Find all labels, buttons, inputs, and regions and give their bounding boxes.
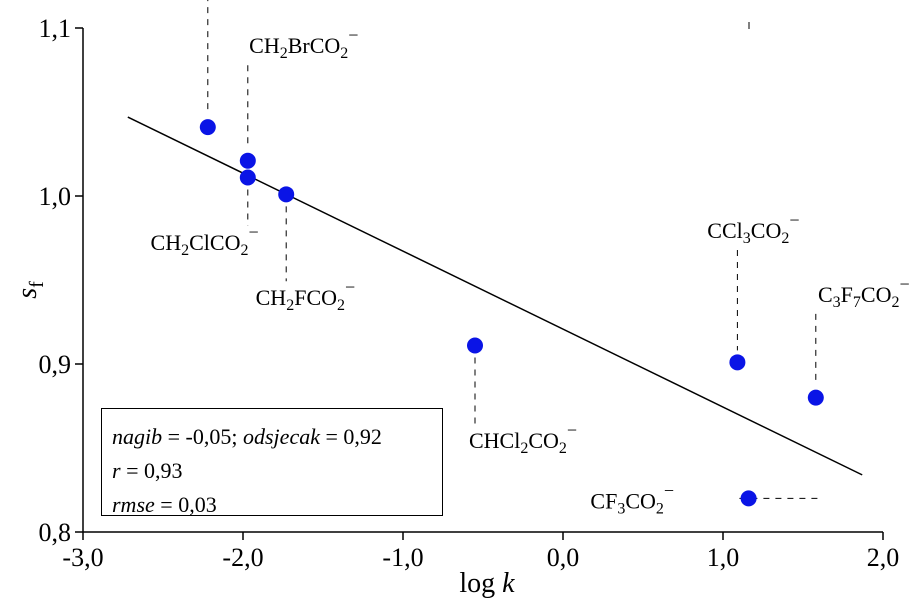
x-tick-label: 2,0 bbox=[867, 543, 900, 572]
regression-stats-box: nagib = -0,05; odsjecak = 0,92 r = 0,93 … bbox=[101, 408, 443, 517]
data-point bbox=[199, 119, 216, 136]
stats-r: r = 0,93 bbox=[112, 458, 183, 483]
data-point bbox=[467, 337, 483, 354]
data-points bbox=[199, 119, 824, 507]
x-tick-label: 1,0 bbox=[707, 543, 740, 572]
point-label: CF3CO2− bbox=[590, 480, 674, 517]
data-point bbox=[740, 490, 757, 507]
x-axis-label: log k bbox=[459, 568, 515, 599]
x-tick-label: -3,0 bbox=[62, 543, 103, 572]
stats-rmse: rmse = 0,03 bbox=[112, 492, 217, 517]
axes: -3,0 -2,0 -1,0 0,0 1,0 2,0 0,8 0,9 1,0 1,1 bbox=[39, 14, 900, 572]
stats-slope-intercept: nagib = -0,05; odsjecak = 0,92 bbox=[112, 424, 382, 449]
point-label: CCl3CO2− bbox=[707, 210, 799, 247]
leader-lines bbox=[207, 0, 818, 499]
stats-odsjecak-value: 0,92 bbox=[343, 424, 382, 449]
point-label: CHCl2CO2− bbox=[469, 420, 577, 457]
y-tick-label: 1,1 bbox=[39, 14, 72, 43]
data-point bbox=[729, 354, 746, 371]
point-label: CH2FCO2− bbox=[256, 277, 356, 314]
point-label: C3F7CO2− bbox=[818, 274, 909, 311]
stats-rmse-label: rmse bbox=[112, 492, 155, 517]
stats-rmse-value: 0,03 bbox=[178, 492, 217, 517]
x-tick-label: 0,0 bbox=[547, 543, 580, 572]
data-point bbox=[278, 186, 295, 203]
data-point bbox=[239, 169, 256, 186]
stats-nagib-label: nagib bbox=[112, 424, 163, 449]
y-axis-label: sf bbox=[12, 281, 48, 299]
y-tick-label: 1,0 bbox=[39, 182, 72, 211]
data-point bbox=[239, 152, 256, 169]
stats-odsjecak-label: odsjecak bbox=[243, 424, 320, 449]
stats-r-value: 0,93 bbox=[143, 458, 183, 483]
x-tick-label: -1,0 bbox=[382, 543, 423, 572]
data-point bbox=[807, 389, 824, 406]
x-tick-label: -2,0 bbox=[222, 543, 263, 572]
stats-r-label: r bbox=[112, 458, 121, 483]
point-label: CH2BrCO2− bbox=[249, 25, 358, 62]
y-tick-label: 0,8 bbox=[39, 518, 72, 547]
y-tick-label: 0,9 bbox=[39, 350, 72, 379]
point-labels: HCO2−CH2BrCO2−CH2ClCO2−CH2FCO2−CHCl2CO2−… bbox=[151, 25, 909, 517]
stats-nagib-value: -0,05 bbox=[185, 424, 232, 449]
point-label: CH2ClCO2− bbox=[151, 222, 259, 259]
